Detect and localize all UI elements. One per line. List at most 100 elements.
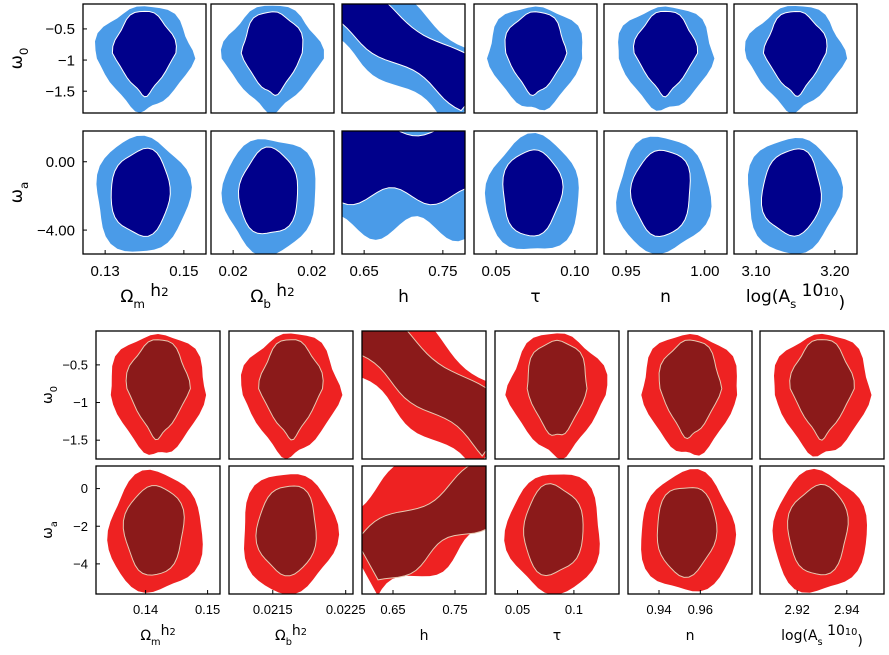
contour-68-region [789,339,855,441]
x-tick-label: 3.10 [742,263,771,280]
contour-cell [96,331,220,459]
x-axis-label: h [398,287,409,307]
x-tick-label: 0.02 [297,263,326,280]
cell-frame [759,465,885,595]
y-tick-label: 0.00 [46,154,75,171]
x-axis-label-part: τ [530,287,540,307]
x-axis-label-part: Ω [120,287,133,307]
x-axis-label: Ωmh2 [140,623,175,648]
y-axis-label-subscript: 0 [17,48,31,56]
contour-cell [229,331,353,459]
contour-68-region [342,4,465,112]
x-axis-label-part: n [686,628,695,644]
x-tick-label: 0.05 [505,602,530,617]
cell-frame [494,465,620,595]
cell-frame [341,3,466,114]
x-axis-label-part: 2 [169,627,175,638]
x-tick-label: 0.1 [565,602,583,617]
y-axis-label: ω0 [7,48,31,70]
x-tick-label: 0.14 [133,602,158,617]
y-axis-label: ω0 [40,386,60,404]
y-tick-label: −1.5 [45,83,75,100]
x-axis-label-part: ) [857,633,862,649]
x-axis-label-part: h [398,287,409,307]
contour-cell [760,331,884,459]
x-axis-label-part: log(A [746,287,791,307]
y-tick-label: −1 [58,52,75,69]
x-tick-label: 0.0215 [253,602,293,617]
cell-frame [494,330,620,460]
contour-68-region [629,149,691,238]
x-tick-label: 0.96 [688,602,713,617]
x-axis-label-part: m [133,297,145,311]
x-tick-label: 0.15 [195,602,220,617]
contour-68-region [502,149,564,237]
x-tick-label: 2.92 [785,602,810,617]
y-tick-label: −4.00 [37,222,75,239]
x-tick-label: 0.65 [380,602,405,617]
x-tick-label: 2.94 [834,602,859,617]
contour-68-region [504,11,568,97]
x-tick-label: 0.15 [169,263,198,280]
contour-cell [628,466,752,594]
contour-68-region [656,487,718,578]
x-tick-label: 0.05 [482,263,511,280]
x-axis-label-part: h [271,281,287,301]
x-axis-label-part: 10 [823,623,845,639]
cell-frame [228,465,354,595]
contour-cell [362,331,486,459]
cell-frame [228,330,354,460]
contour-cell [342,131,465,254]
x-axis-label: Ωm h2 [120,281,168,311]
x-axis-label-part: h [292,623,301,639]
x-axis-label-part: 10 [823,285,838,299]
contour-68-region [632,10,699,98]
y-axis-label-symbol: ω [7,55,27,69]
y-tick-label: −0.5 [45,21,75,38]
y-tick-label: −1 [73,395,88,410]
x-axis-label-part: h [161,623,170,639]
x-axis-label-part: h [420,628,429,644]
contour-68-region [240,11,304,96]
cell-frame [95,465,221,595]
x-axis-label-part: log(A [781,628,818,644]
x-axis-label-part: b [286,637,292,648]
contour-68-region [342,131,465,206]
x-tick-label: 0.75 [428,263,457,280]
cell-frame [95,330,221,460]
x-axis-label: τ [530,287,540,307]
contour-68-region [787,483,849,576]
cell-frame [759,330,885,460]
y-tick-label: −1.5 [62,433,88,448]
x-tick-label: 0.13 [91,263,120,280]
contour-cell [628,331,752,459]
x-axis-label: n [686,628,695,644]
x-tick-label: 3.20 [820,263,849,280]
cell-frame [603,130,728,255]
contour-cell [83,131,206,254]
y-axis-label-symbol: ω [7,189,27,203]
x-axis-label-part: 2 [301,627,307,638]
cell-frame [733,130,858,255]
contour-68-region [122,485,185,576]
cell-frame [627,330,753,460]
x-axis-label-part: b [263,297,271,311]
contour-68-region [658,339,723,440]
contour-cell [760,466,884,594]
contour-cell [211,4,334,113]
contour-cell [83,4,206,113]
contour-68-region [258,339,324,441]
cell-frame [341,130,466,255]
cell-frame [473,3,598,114]
contour-68-region [362,466,486,581]
x-axis-label-part: 2 [287,285,295,299]
contour-68-region [237,146,299,235]
y-axis-label-symbol: ω [40,527,56,539]
y-axis-label: ωa [40,521,60,539]
x-axis-label-part: m [151,637,161,648]
x-axis-label-part: 2 [161,285,169,299]
x-axis-label-part: τ [553,628,561,644]
y-axis-label-symbol: ω [40,392,56,404]
